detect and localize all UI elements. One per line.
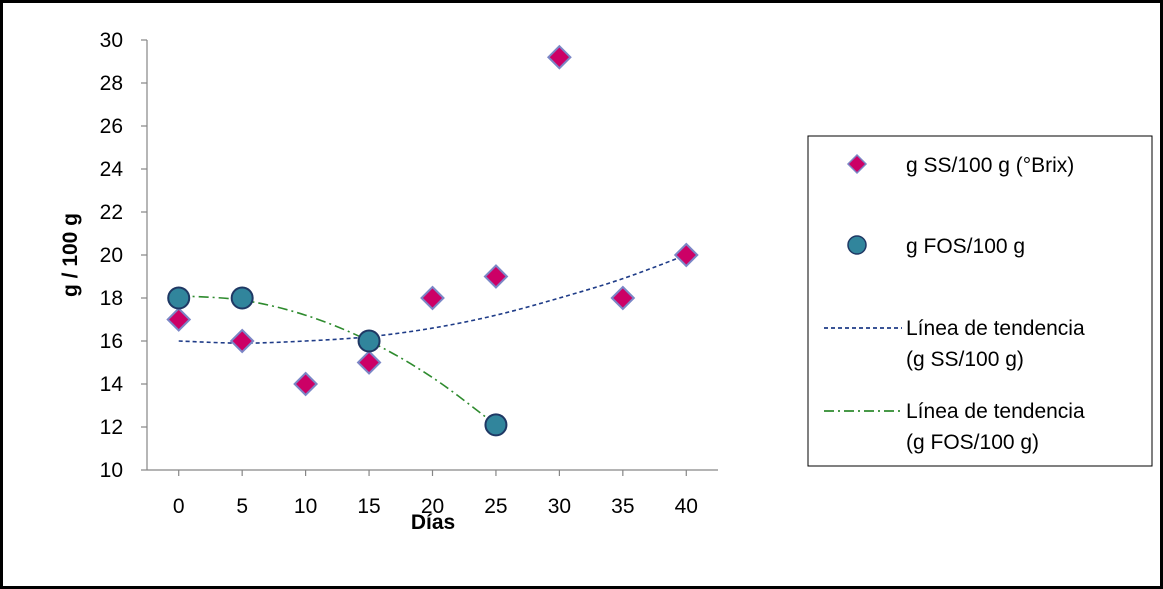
x-tick-label: 30: [548, 495, 571, 518]
legend-label-trend-fos-1: Línea de tendencia: [906, 400, 1085, 423]
x-tick-label: 10: [294, 495, 317, 518]
y-tick-label: 12: [100, 416, 123, 439]
legend-diamond-marker: [846, 153, 868, 175]
y-tick-label: 14: [100, 373, 124, 396]
data-point-ss: [610, 285, 636, 311]
y-tick-label: 28: [100, 72, 123, 95]
y-tick-label: 10: [100, 459, 123, 482]
x-tick-label: 40: [675, 495, 698, 518]
trendline-ss: [178, 254, 687, 344]
x-tick-label: 25: [484, 495, 507, 518]
legend-label-fos: g FOS/100 g: [906, 235, 1025, 258]
x-axis: 0 5 10 15 20 25 30 35 40: [147, 469, 718, 518]
data-point-fos: [167, 286, 191, 310]
legend-label-trend-ss-2: (g SS/100 g): [906, 348, 1024, 371]
y-tick-label: 16: [100, 330, 123, 353]
data-point-ss: [483, 264, 509, 289]
y-axis-title: g / 100 g: [59, 213, 82, 297]
x-tick-label: 5: [236, 495, 248, 518]
y-tick-label: 26: [100, 115, 123, 138]
x-tick-label: 0: [173, 495, 185, 518]
data-point-ss: [356, 350, 382, 375]
data-point-fos: [484, 413, 508, 437]
legend-label-ss: g SS/100 g (°Brix): [906, 154, 1074, 177]
data-point-ss: [420, 285, 445, 311]
y-tick-label: 22: [100, 201, 123, 224]
legend-circle-marker: [847, 235, 867, 255]
legend: g SS/100 g (°Brix) g FOS/100 g Línea de …: [807, 135, 1153, 467]
y-tick-label: 20: [100, 244, 123, 267]
plot-area: 10 12 14 16 18 20 22 24 26 28 30 0 5 10 15 20 25 30 35 40: [100, 29, 718, 518]
marker-layer: [166, 44, 699, 437]
x-tick-label: 35: [611, 495, 634, 518]
data-point-ss: [166, 307, 192, 332]
x-tick-label: 20: [421, 495, 444, 518]
y-axis: 10 12 14 16 18 20 22 24 26 28 30: [100, 29, 148, 482]
x-axis-title: Días: [411, 511, 455, 534]
data-point-ss: [673, 242, 699, 268]
data-point-ss: [229, 328, 255, 354]
data-point-ss: [293, 371, 319, 397]
legend-label-trend-ss-1: Línea de tendencia: [906, 317, 1085, 340]
y-tick-label: 24: [100, 158, 124, 181]
x-tick-label: 15: [357, 495, 380, 518]
y-tick-label: 18: [100, 287, 123, 310]
y-tick-label: 30: [100, 29, 123, 52]
data-point-ss: [546, 44, 572, 70]
data-point-fos: [357, 329, 381, 353]
legend-label-trend-fos-2: (g FOS/100 g): [906, 431, 1039, 454]
data-point-fos: [230, 286, 254, 310]
